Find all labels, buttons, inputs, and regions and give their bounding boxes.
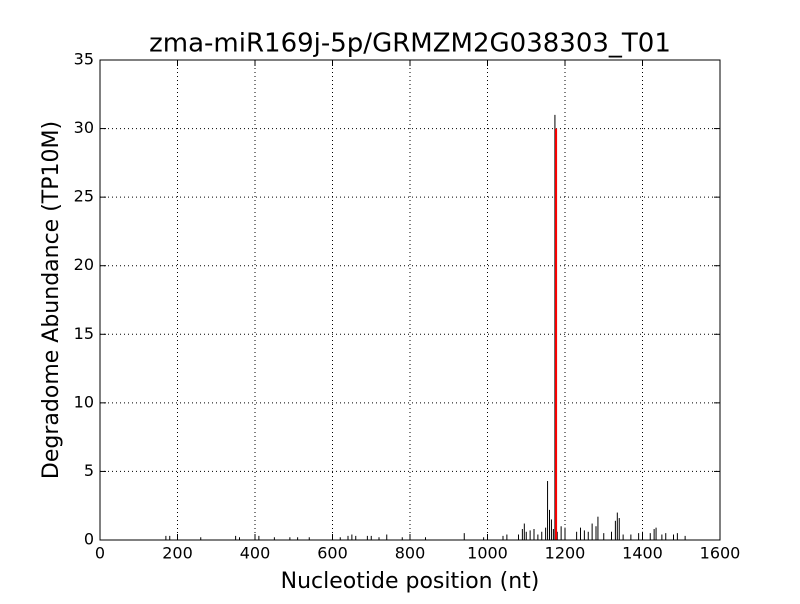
x-tick-label: 1400 (622, 544, 663, 563)
y-tick-label: 0 (84, 530, 94, 549)
x-tick-label: 1200 (545, 544, 586, 563)
x-tick-label: 600 (317, 544, 348, 563)
y-axis-label: Degradome Abundance (TP10M) (39, 121, 64, 479)
y-tick-label: 15 (74, 324, 94, 343)
plot-frame (99, 59, 721, 541)
x-tick-label: 200 (162, 544, 193, 563)
y-tick-label: 20 (74, 255, 94, 274)
chart-title: zma-miR169j-5p/GRMZM2G038303_T01 (149, 29, 671, 59)
x-tick-label: 0 (95, 544, 105, 563)
y-tick-label: 10 (74, 392, 94, 411)
y-tick-label: 25 (74, 187, 94, 206)
y-tick-label: 5 (84, 461, 94, 480)
x-tick-label: 1000 (467, 544, 508, 563)
x-axis-label: Nucleotide position (nt) (281, 569, 540, 594)
x-tick-label: 1600 (700, 544, 741, 563)
y-tick-label: 30 (74, 118, 94, 137)
x-tick-label: 800 (395, 544, 426, 563)
y-tick-label: 35 (74, 50, 94, 69)
x-tick-label: 400 (240, 544, 271, 563)
